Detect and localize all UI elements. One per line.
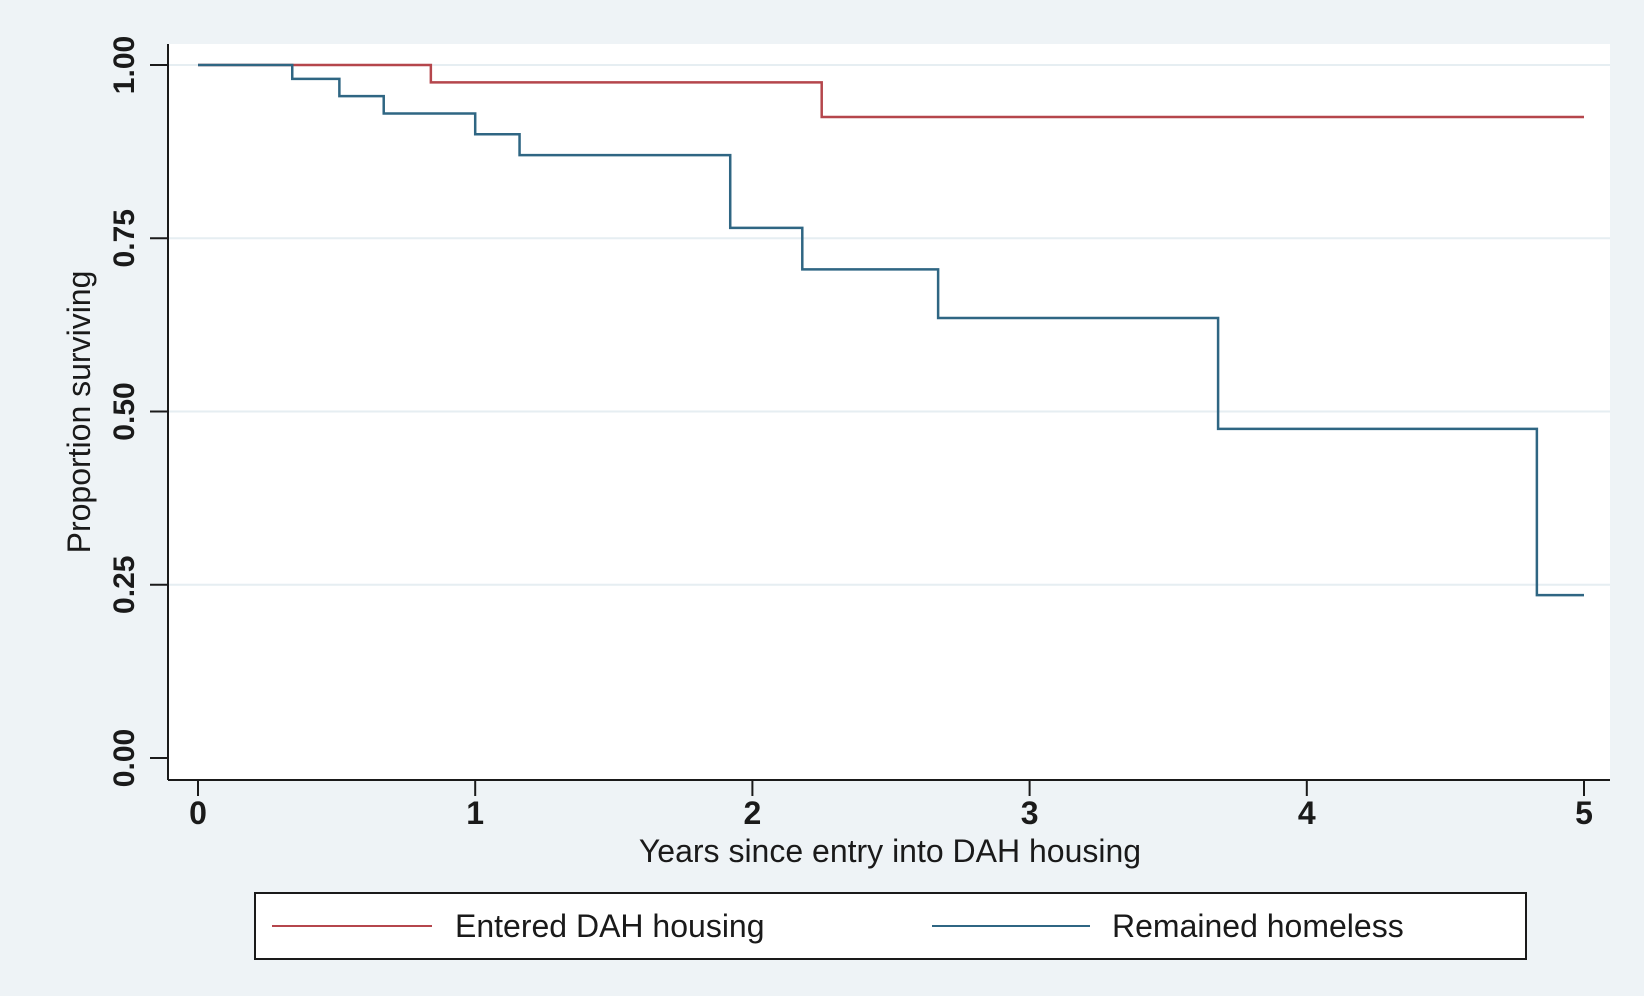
tick-marks: 0.00 0.25 0.50 0.75 1.00 0 1 2 3 4 5 [108, 36, 1593, 831]
legend-label-entered-dah: Entered DAH housing [455, 908, 765, 944]
y-tick-label: 0.00 [108, 729, 141, 787]
x-tick-label: 2 [744, 795, 762, 831]
y-tick-label: 0.75 [108, 209, 141, 267]
legend-box [254, 892, 1527, 960]
legend: Entered DAH housing Remained homeless [254, 892, 1527, 960]
y-axis-title: Proportion surviving [61, 271, 97, 554]
x-tick-label: 0 [189, 795, 207, 831]
series-entered-dah-line [198, 63, 1584, 119]
legend-label-remained-homeless: Remained homeless [1112, 908, 1404, 944]
x-tick-label: 3 [1021, 795, 1039, 831]
series-remained-homeless-line [198, 63, 1584, 597]
x-tick-label: 5 [1575, 795, 1593, 831]
x-tick-label: 1 [466, 795, 484, 831]
x-axis-title: Years since entry into DAH housing [639, 833, 1141, 869]
x-tick-label: 4 [1298, 795, 1316, 831]
y-tick-label: 0.50 [108, 382, 141, 440]
y-tick-label: 1.00 [108, 36, 141, 94]
y-tick-label: 0.25 [108, 556, 141, 614]
series-lines [198, 63, 1584, 597]
